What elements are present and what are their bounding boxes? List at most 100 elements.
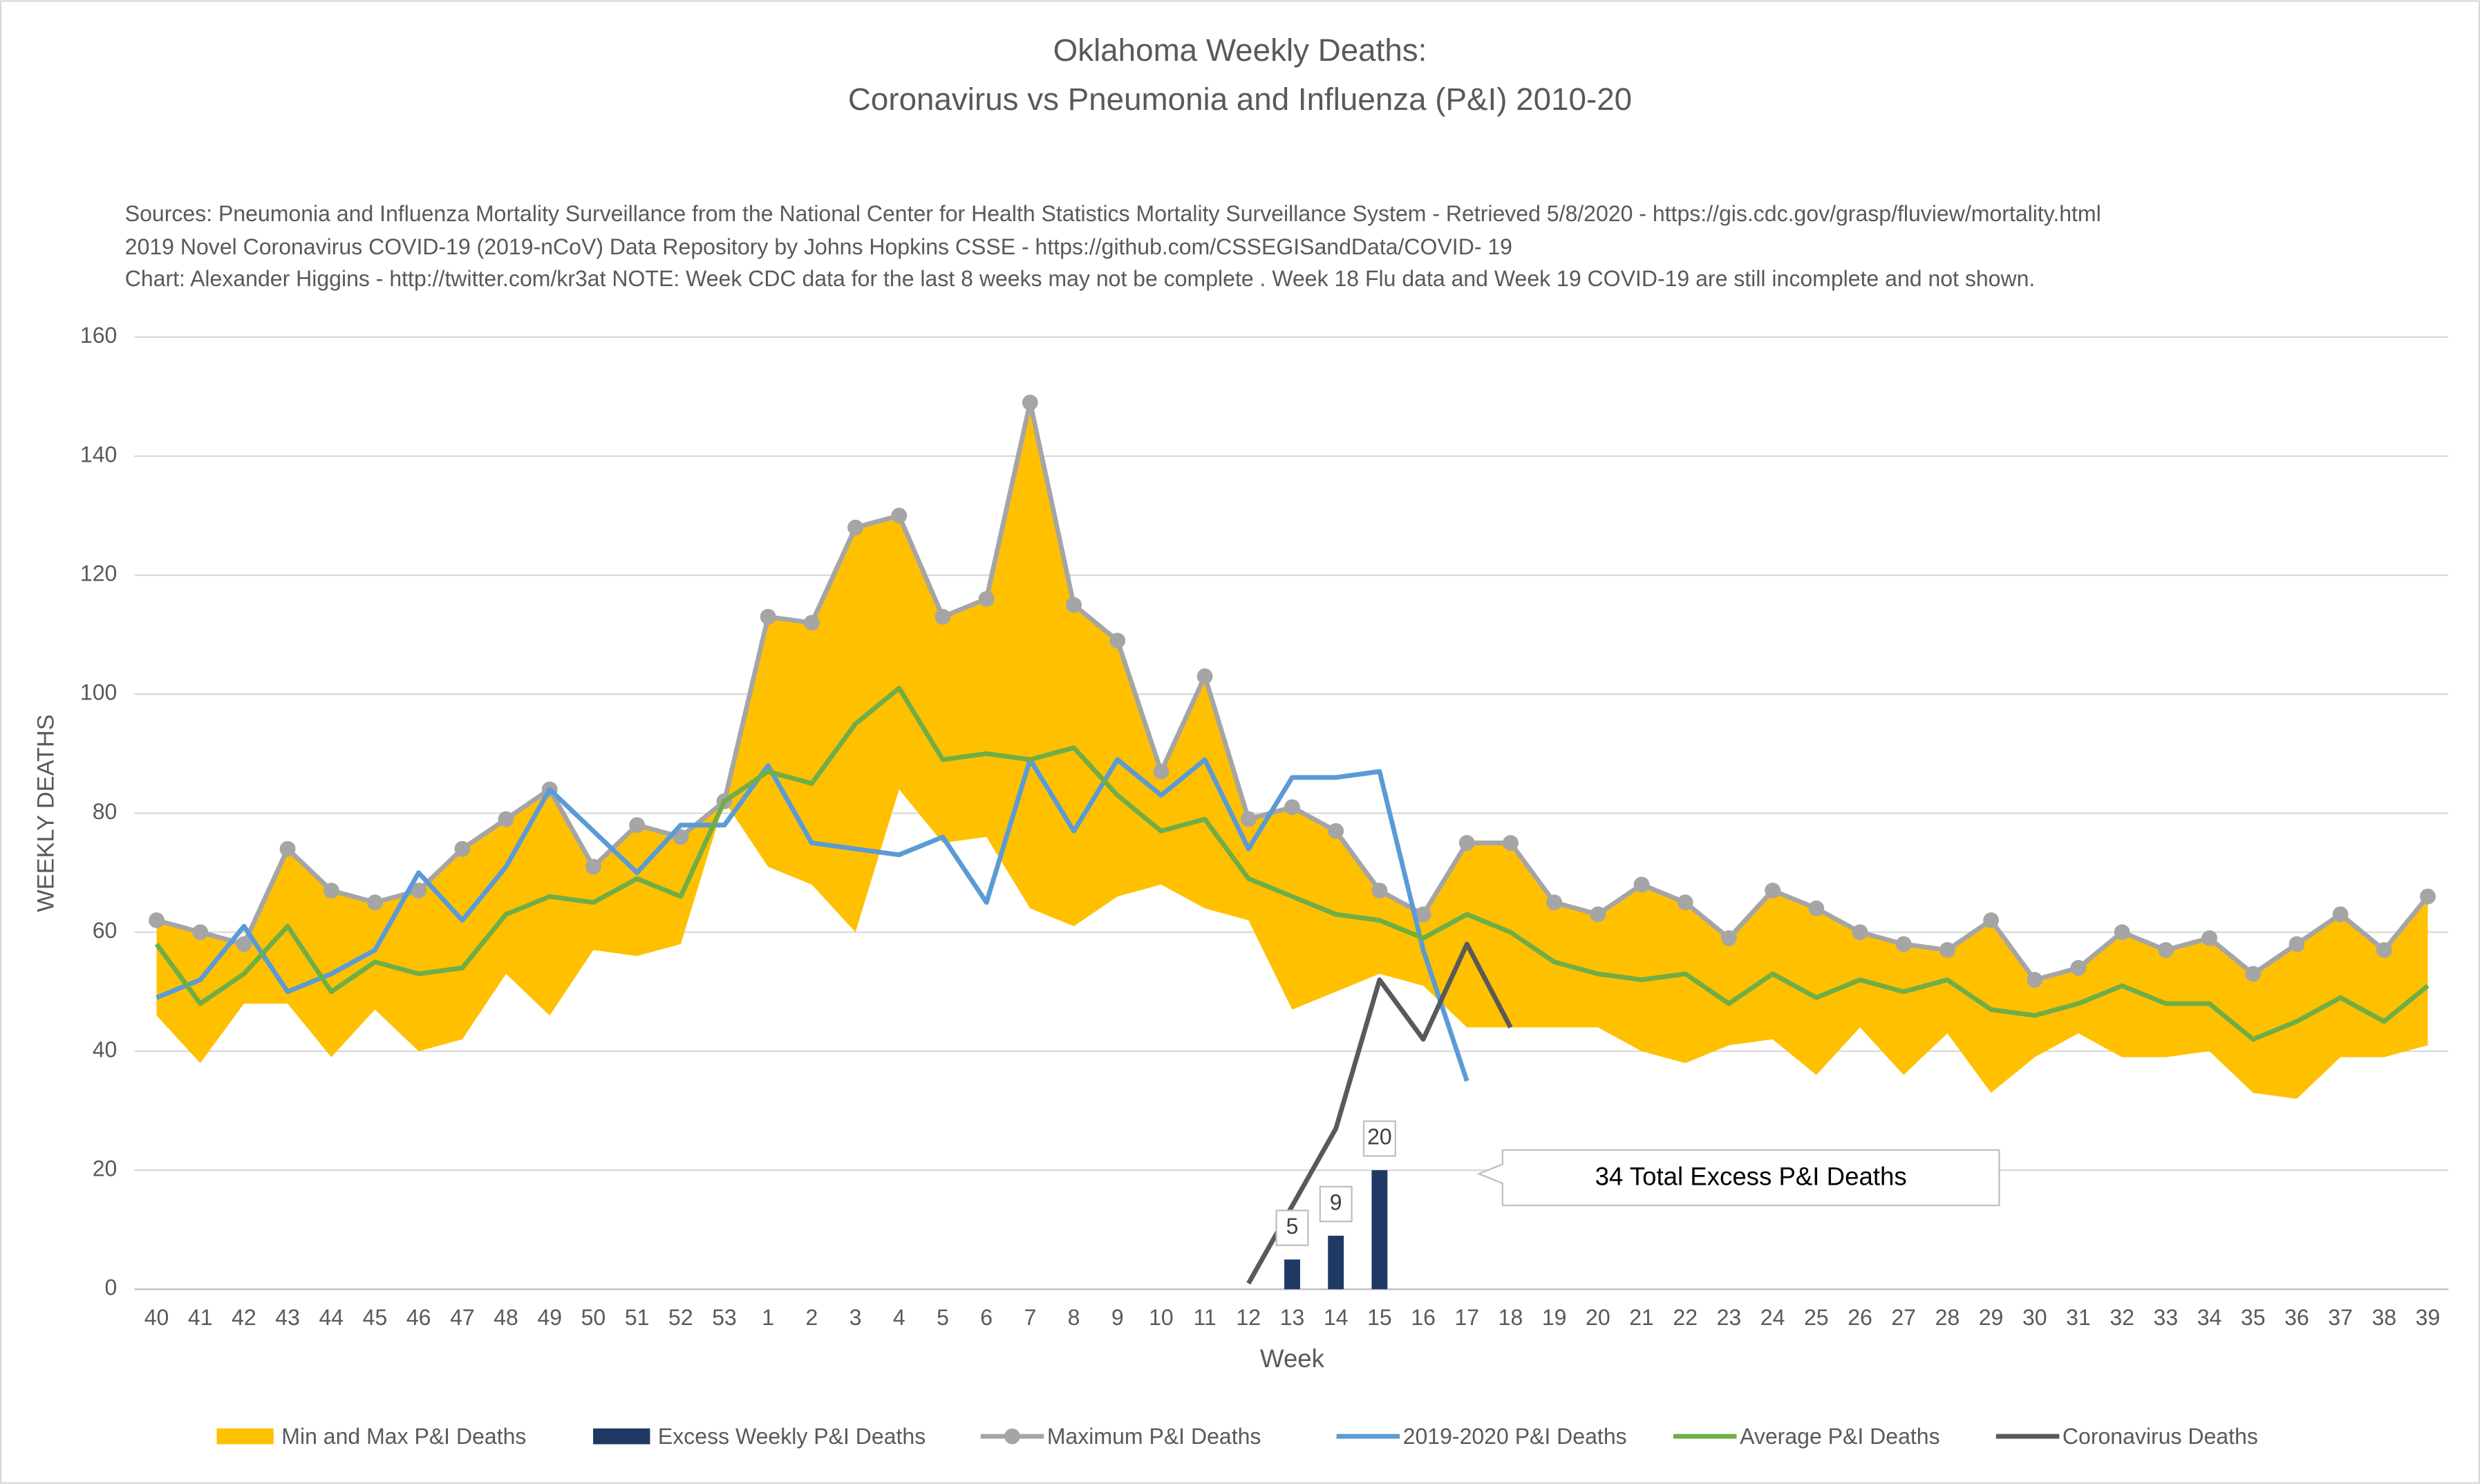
- x-tick-label: 11: [1194, 1305, 1216, 1330]
- x-tick-label: 29: [1979, 1305, 2004, 1330]
- marker: [498, 811, 514, 827]
- line: [154, 686, 2430, 1042]
- marker: [1109, 632, 1126, 649]
- marker: [760, 608, 776, 625]
- marker: [2289, 936, 2305, 952]
- x-tick-label: 1: [762, 1305, 774, 1330]
- marker: [236, 936, 252, 952]
- x-axis-label: Week: [1260, 1344, 1325, 1373]
- marker: [891, 507, 908, 524]
- x-tick-label: 13: [1280, 1305, 1305, 1330]
- marker: [1983, 912, 2000, 928]
- x-tick-label: 17: [1454, 1305, 1479, 1330]
- legend-swatch: [216, 1428, 274, 1445]
- x-tick-label: 16: [1411, 1305, 1436, 1330]
- legend-label: Average P&I Deaths: [1740, 1424, 1940, 1449]
- marker: [1720, 930, 1737, 946]
- marker: [1022, 394, 1038, 411]
- marker: [803, 614, 820, 631]
- x-tick-label: 10: [1149, 1305, 1174, 1330]
- marker: [1633, 876, 1650, 893]
- x-tick-label: 6: [980, 1305, 993, 1330]
- marker: [411, 882, 427, 899]
- x-tick-label: 49: [537, 1305, 562, 1330]
- chart-title: Coronavirus vs Pneumonia and Influenza (…: [848, 82, 1632, 117]
- marker: [1240, 811, 1257, 827]
- y-tick-label: 40: [93, 1037, 118, 1062]
- marker: [1153, 763, 1169, 780]
- x-tick-label: 12: [1237, 1305, 1261, 1330]
- x-tick-label: 2: [806, 1305, 818, 1330]
- marker: [934, 608, 951, 625]
- marker: [2245, 966, 2262, 982]
- data-label: 5: [1286, 1214, 1299, 1239]
- x-tick-label: 9: [1111, 1305, 1124, 1330]
- marker: [1415, 906, 1431, 923]
- x-tick-label: 33: [2154, 1305, 2179, 1330]
- y-tick-label: 80: [93, 799, 118, 824]
- marker: [1677, 894, 1693, 911]
- marker: [2376, 942, 2392, 958]
- x-tick-label: 34: [2197, 1305, 2222, 1330]
- marker: [1852, 924, 1868, 941]
- legend-label: Min and Max P&I Deaths: [281, 1424, 526, 1449]
- x-tick-label: 26: [1848, 1305, 1872, 1330]
- x-tick-label: 18: [1499, 1305, 1523, 1330]
- marker: [2070, 959, 2087, 976]
- x-tick-label: 23: [1717, 1305, 1742, 1330]
- x-tick-label: 42: [232, 1305, 256, 1330]
- x-tick-label: 24: [1760, 1305, 1785, 1330]
- x-tick-label: 30: [2022, 1305, 2047, 1330]
- x-tick-label: 35: [2241, 1305, 2266, 1330]
- x-tick-label: 8: [1068, 1305, 1080, 1330]
- x-tick-label: 15: [1367, 1305, 1392, 1330]
- x-tick-label: 47: [450, 1305, 475, 1330]
- x-tick-label: 22: [1673, 1305, 1698, 1330]
- x-tick-label: 31: [2066, 1305, 2091, 1330]
- y-tick-label: 160: [80, 323, 117, 348]
- marker: [1939, 942, 1955, 958]
- x-tick-label: 7: [1024, 1305, 1036, 1330]
- marker: [629, 817, 646, 834]
- bar: [1328, 1235, 1344, 1290]
- y-tick-label: 120: [80, 561, 117, 586]
- x-tick-label: 14: [1324, 1305, 1349, 1330]
- line: [1246, 941, 1513, 1285]
- x-tick-label: 4: [893, 1305, 905, 1330]
- marker: [1590, 906, 1606, 923]
- bar: [1371, 1170, 1388, 1290]
- x-tick-label: 43: [275, 1305, 300, 1330]
- marker: [1546, 894, 1563, 911]
- marker: [323, 882, 339, 899]
- marker: [2201, 930, 2217, 946]
- legend-label: Maximum P&I Deaths: [1047, 1424, 1261, 1449]
- x-tick-label: 50: [581, 1305, 606, 1330]
- y-axis-label: WEEKLY DEATHS: [33, 714, 59, 912]
- marker: [149, 912, 165, 928]
- marker: [978, 591, 995, 607]
- x-tick-label: 53: [712, 1305, 737, 1330]
- data-label-box: [1275, 1210, 1309, 1246]
- bar: [1284, 1259, 1300, 1290]
- marker: [673, 829, 689, 845]
- marker: [1066, 597, 1082, 613]
- marker: [1196, 668, 1213, 684]
- marker: [367, 894, 383, 911]
- annotation: 34 Total Excess P&I Deaths: [1595, 1163, 1907, 1191]
- x-tick-label: 48: [494, 1305, 518, 1330]
- range-area: [156, 402, 2428, 1099]
- subtitle: 2019 Novel Coronavirus COVID-19 (2019-nC…: [125, 234, 1512, 259]
- marker: [1284, 799, 1300, 816]
- marker: [2114, 924, 2130, 941]
- callout-box: [1476, 1149, 2000, 1207]
- marker: [2420, 888, 2436, 905]
- legend-label: Excess Weekly P&I Deaths: [658, 1424, 926, 1449]
- legend-label: 2019-2020 P&I Deaths: [1403, 1424, 1627, 1449]
- marker: [1895, 936, 1912, 952]
- x-tick-label: 3: [849, 1305, 862, 1330]
- line: [156, 757, 1469, 1082]
- data-label-box: [1319, 1185, 1353, 1223]
- x-tick-label: 32: [2110, 1305, 2134, 1330]
- data-label: 20: [1367, 1125, 1392, 1149]
- x-tick-label: 51: [625, 1305, 650, 1330]
